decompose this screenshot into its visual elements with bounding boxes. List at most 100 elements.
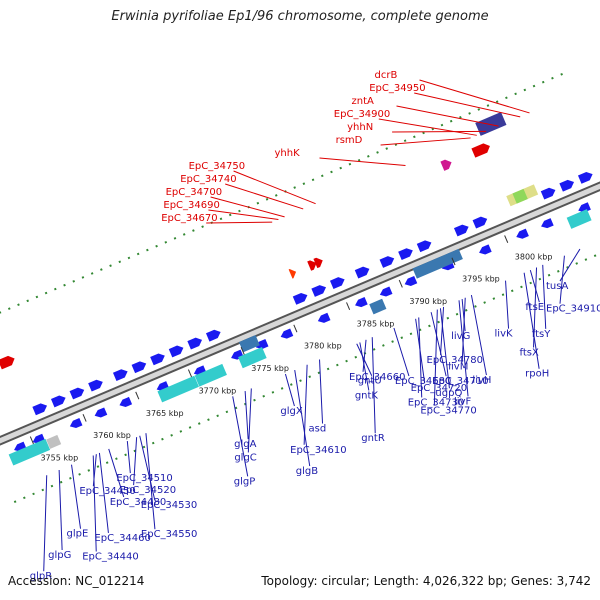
bottom-leader-line <box>92 455 97 552</box>
forward-gene-5 <box>131 361 147 374</box>
bottom-leader-line <box>284 373 295 407</box>
bottom-gene-label: asd <box>309 424 327 435</box>
reverse-gene-3 <box>94 407 108 418</box>
bottom-gene-label: EpC_34520 <box>120 485 176 496</box>
top-gene-label: EpC_34670 <box>161 213 217 224</box>
ruler-tick <box>240 346 245 355</box>
forward-gene-12 <box>329 277 345 289</box>
reverse-gene-16-shape <box>516 228 529 239</box>
bottom-gene-label: EpC_34770 <box>420 406 476 417</box>
top-feature-2 <box>307 260 317 271</box>
forward-gene-6 <box>150 353 165 366</box>
ruler-label: 3785 kbp <box>357 319 395 328</box>
backbone <box>0 183 600 444</box>
bottom-gene-label: EpC_34780 <box>427 355 483 366</box>
bottom-gene-label: EpC_34910 <box>546 304 600 315</box>
forward-gene-0-shape <box>32 403 48 416</box>
bottom-leader-line <box>92 454 97 487</box>
bottom-leader-line <box>371 337 376 434</box>
top-feature-1-shape <box>288 269 297 279</box>
ruler-label: 3765 kbp <box>146 409 184 418</box>
bottom-leader-line <box>139 435 156 500</box>
top-gene-label: yhhN <box>347 122 373 133</box>
reverse-gene-17-shape <box>541 218 554 229</box>
top-gene-label: EpC_34950 <box>369 83 425 94</box>
reverse-gene-16 <box>516 228 529 239</box>
ruler-tick <box>82 414 87 422</box>
top-gene-label: EpC_34750 <box>189 161 245 172</box>
rna-block-2-shape <box>194 363 227 387</box>
bottom-leader-line <box>356 343 373 376</box>
top-feature-4 <box>471 143 490 158</box>
top-leader-line <box>233 170 316 205</box>
ruler-label: 3770 kbp <box>199 386 237 395</box>
reverse-gene-13-shape <box>404 275 418 287</box>
accession-label: Accession: NC_012214 <box>8 574 145 588</box>
ruler-tick <box>293 324 298 333</box>
forward-gene-13-shape <box>354 266 370 279</box>
bottom-gene-label: glgX <box>280 406 302 417</box>
bottom-leader-line <box>393 327 410 377</box>
bottom-gene-label: EpC_34450 <box>79 486 135 497</box>
ruler-label: 3790 kbp <box>409 297 447 306</box>
top-feature-navy-shape <box>475 112 507 136</box>
top-feature-navy <box>475 112 507 136</box>
reverse-gene-2 <box>69 417 83 429</box>
forward-gene-14 <box>379 256 395 268</box>
reverse-gene-9-shape <box>280 328 294 339</box>
top-feature-2-shape <box>307 260 317 271</box>
operon-block-2 <box>412 248 463 279</box>
forward-gene-3-shape <box>88 379 103 392</box>
bottom-leader-line <box>359 342 370 391</box>
bottom-leader-line <box>98 452 109 533</box>
top-leader-line <box>208 209 279 220</box>
rna-block-4-shape <box>566 209 592 229</box>
bottom-leader-line <box>440 306 445 355</box>
reverse-gene-8 <box>255 339 269 350</box>
top-feature-3-shape <box>313 257 323 269</box>
reverse-gene-8-shape <box>255 339 269 350</box>
rna-block-0 <box>8 438 51 466</box>
bottom-leader-line <box>461 298 466 332</box>
reverse-gene-4-shape <box>119 396 133 408</box>
reverse-gene-10-shape <box>317 312 331 323</box>
forward-gene-18-shape <box>472 216 488 229</box>
bottom-gene-label: EpC_34480 <box>110 497 166 508</box>
genome-summary-label: Topology: circular; Length: 4,026,322 bp… <box>261 574 591 588</box>
bottom-leader-line <box>108 448 125 498</box>
forward-gene-17 <box>453 224 469 237</box>
forward-gene-2-shape <box>69 387 85 400</box>
reverse-gene-12 <box>379 286 393 297</box>
forward-gene-16 <box>416 240 432 253</box>
bottom-gene-label: livF <box>454 396 471 407</box>
forward-gene-1 <box>50 395 66 408</box>
top-feature-5-shape <box>440 159 452 171</box>
top-gene-label: rsmD <box>336 135 363 146</box>
forward-gene-15-shape <box>398 248 413 261</box>
top-feature-1 <box>288 269 297 279</box>
bottom-gene-label: EpC_34610 <box>290 445 346 456</box>
forward-gene-9 <box>205 329 221 342</box>
top-leader-line <box>225 183 304 210</box>
operon-block-0 <box>238 335 260 353</box>
bottom-gene-label: ftsE <box>525 302 544 313</box>
bottom-gene-label: livM <box>448 362 468 373</box>
reverse-gene-2-shape <box>69 417 83 429</box>
top-gene-label: EpC_34740 <box>180 174 236 185</box>
forward-gene-10 <box>292 292 308 305</box>
bottom-leader-line <box>319 359 324 424</box>
forward-gene-7-shape <box>168 345 184 358</box>
green-block-0 <box>512 188 528 204</box>
bottom-gene-label: ftsY <box>532 329 551 340</box>
bottom-leader-line <box>559 255 565 304</box>
ruler-label: 3800 kbp <box>515 252 553 261</box>
rna-block-0-shape <box>8 438 51 466</box>
bottom-gene-label: EpC_34460 <box>94 533 150 544</box>
reverse-gene-11-shape <box>355 296 368 308</box>
grey-block-0-shape <box>46 434 62 449</box>
bottom-gene-label: ftsX <box>520 347 539 358</box>
bottom-gene-label: glgC <box>234 452 256 463</box>
bottom-gene-label: glgB <box>296 466 318 477</box>
forward-gene-12-shape <box>329 277 345 289</box>
genome-diagram: 3755 kbp 3760 kbp 3765 kbp 3770 kbp 3775 kbp… <box>0 70 600 582</box>
